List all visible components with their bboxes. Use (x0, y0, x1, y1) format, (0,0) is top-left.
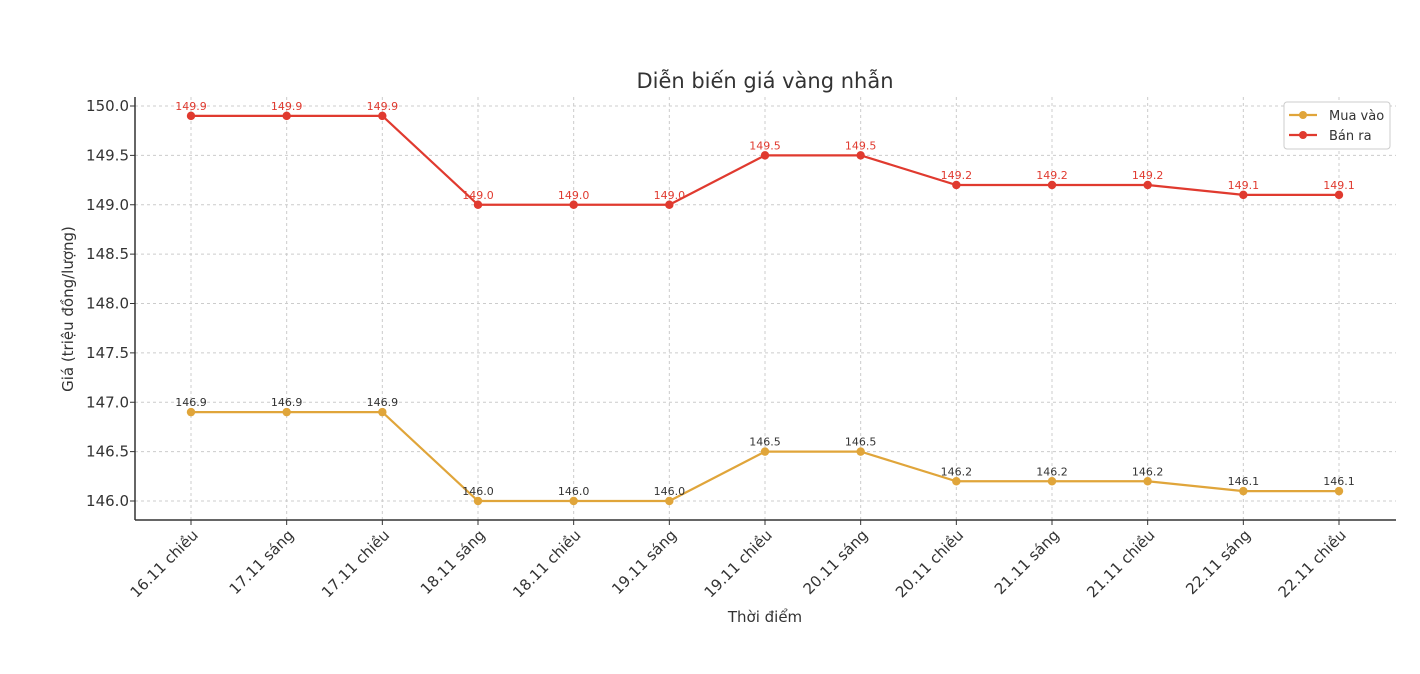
data-point-marker (760, 151, 770, 160)
data-point-label: 149.5 (845, 139, 877, 152)
axes: 146.0 146.5 147.0 147.5 148.0 148.5 149.0 149.5… (86, 97, 1396, 601)
legend-marker-icon (1299, 131, 1307, 139)
data-point-label: 146.0 (654, 485, 686, 498)
legend-label: Mua vào (1329, 109, 1384, 124)
x-tick-label: 22.11 chiều (1275, 526, 1350, 601)
data-point-label: 146.1 (1228, 475, 1260, 488)
data-point-marker (1047, 477, 1057, 486)
data-point-label: 149.9 (367, 100, 399, 113)
data-point-marker (282, 111, 291, 121)
data-point-label: 146.2 (1132, 465, 1164, 478)
data-series: 146.9 146.9 146.9 146.0 146.0 146.0 146.5 146.5… (175, 100, 1355, 506)
data-point-label: 149.0 (654, 189, 686, 202)
data-point-marker (186, 111, 196, 121)
data-point-marker (952, 477, 961, 486)
data-point-label: 149.9 (175, 100, 207, 113)
data-point-marker (378, 111, 387, 121)
x-tick-label: 17.11 chiều (318, 526, 393, 601)
grid-lines (135, 97, 1396, 520)
x-tick-label: 21.11 sáng (991, 526, 1063, 598)
y-tick-label: 149.5 (86, 146, 129, 164)
chart-title: Diễn biến giá vàng nhẫn (636, 68, 893, 93)
data-point-marker (760, 447, 770, 456)
data-point-marker (856, 151, 865, 160)
data-point-label: 149.2 (1036, 169, 1068, 182)
data-point-label: 146.5 (845, 436, 877, 449)
data-point-marker (473, 496, 483, 506)
data-point-marker (569, 496, 578, 506)
x-axis-label: Thời điểm (727, 608, 802, 626)
data-point-marker (473, 200, 483, 209)
data-point-marker (665, 200, 674, 209)
data-point-label: 149.0 (462, 189, 494, 202)
data-point-label: 146.9 (271, 396, 303, 409)
data-point-label: 146.5 (749, 436, 781, 449)
y-tick-label: 149.0 (86, 196, 129, 214)
data-point-marker (1143, 477, 1152, 486)
data-point-marker (186, 407, 196, 417)
x-tick-label: 19.11 chiều (701, 526, 776, 601)
x-tick-label: 22.11 sáng (1182, 526, 1254, 598)
y-tick-label: 147.0 (86, 393, 129, 411)
data-point-marker (1239, 190, 1248, 200)
data-point-marker (1143, 180, 1152, 190)
data-point-label: 146.2 (941, 465, 973, 478)
y-tick-label: 148.5 (86, 245, 129, 263)
data-point-marker (1334, 190, 1344, 200)
data-point-marker (569, 200, 578, 209)
y-tick-label: 146.0 (86, 492, 129, 510)
data-point-label: 149.9 (271, 100, 303, 113)
y-tick-label: 146.5 (86, 443, 129, 461)
data-point-label: 146.2 (1036, 465, 1068, 478)
data-point-label: 149.5 (749, 139, 781, 152)
data-point-marker (952, 180, 961, 190)
data-point-label: 146.9 (367, 396, 399, 409)
data-point-marker (1239, 486, 1248, 496)
series-ban-ra: 149.9 149.9 149.9 149.0 149.0 149.0 149.5 149.5… (175, 100, 1355, 209)
x-tick-label: 21.11 chiều (1083, 526, 1158, 601)
data-point-label: 146.0 (558, 485, 590, 498)
data-point-label: 149.2 (1132, 169, 1164, 182)
chart-legend: Mua vào Bán ra (1283, 101, 1391, 150)
x-tick-label: 20.11 chiều (892, 526, 967, 601)
legend-item-mua-vao: Mua vào (1289, 109, 1384, 124)
data-point-marker (1047, 180, 1057, 190)
y-tick-label: 148.0 (86, 295, 129, 313)
data-point-label: 146.0 (462, 485, 494, 498)
y-axis-label: Giá (triệu đồng/lượng) (59, 226, 77, 392)
legend-frame (1283, 101, 1391, 150)
x-tick-label: 19.11 sáng (608, 526, 680, 598)
legend-label: Bán ra (1329, 129, 1372, 144)
x-tick-label: 16.11 chiều (127, 526, 202, 601)
data-point-label: 149.0 (558, 189, 590, 202)
series-mua-vao: 146.9 146.9 146.9 146.0 146.0 146.0 146.5 146.5… (175, 396, 1355, 506)
x-tick-label: 20.11 sáng (800, 526, 872, 598)
data-point-label: 149.1 (1228, 179, 1260, 192)
x-tick-label: 18.11 sáng (417, 526, 489, 598)
x-tick-label: 17.11 sáng (226, 526, 298, 598)
legend-marker-icon (1299, 111, 1307, 119)
data-point-marker (282, 407, 291, 417)
data-point-label: 146.9 (175, 396, 207, 409)
x-tick-label: 18.11 chiều (509, 526, 584, 601)
legend-item-ban-ra: Bán ra (1289, 129, 1372, 144)
data-point-label: 146.1 (1323, 475, 1355, 488)
data-point-label: 149.1 (1323, 179, 1355, 192)
data-point-marker (856, 447, 865, 456)
data-point-label: 149.2 (941, 169, 973, 182)
data-point-marker (665, 496, 674, 506)
y-tick-label: 147.5 (86, 344, 129, 362)
data-point-marker (1334, 486, 1344, 496)
data-point-marker (378, 407, 387, 417)
y-tick-label: 150.0 (86, 97, 129, 115)
